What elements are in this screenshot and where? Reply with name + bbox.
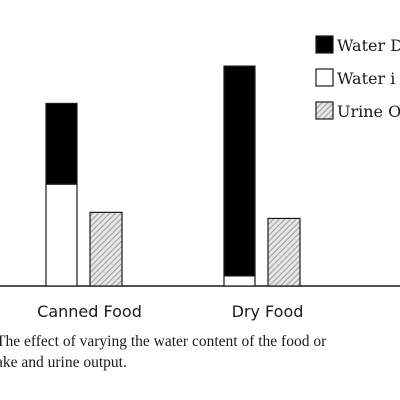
caption-line-1: The effect of varying the water content … bbox=[0, 333, 327, 350]
legend-swatch-water-d bbox=[315, 35, 334, 54]
legend-swatch-urine-o bbox=[315, 101, 334, 120]
bar-urine-o-canned-food bbox=[89, 211, 123, 287]
category-label-canned-food: Canned Food bbox=[37, 302, 142, 321]
bar-water-i-canned-food bbox=[45, 183, 78, 287]
legend-label-water-i: Water i bbox=[337, 69, 395, 88]
bars-group bbox=[45, 65, 301, 287]
legend-swatch-water-i bbox=[315, 68, 334, 87]
bar-water-d-canned-food bbox=[45, 102, 78, 185]
bar-urine-o-dry-food bbox=[267, 217, 301, 287]
category-labels: Canned Food Dry Food bbox=[37, 302, 303, 321]
category-label-dry-food: Dry Food bbox=[232, 302, 304, 321]
caption-line-2: ake and urine output. bbox=[0, 354, 127, 371]
legend: Water D Water i Urine O bbox=[315, 35, 400, 121]
legend-label-urine-o: Urine O bbox=[337, 102, 400, 121]
bar-water-d-dry-food bbox=[223, 65, 256, 277]
bar-water-i-dry-food bbox=[223, 275, 256, 287]
legend-label-water-d: Water D bbox=[337, 36, 400, 55]
figure-caption: The effect of varying the water content … bbox=[0, 331, 400, 373]
